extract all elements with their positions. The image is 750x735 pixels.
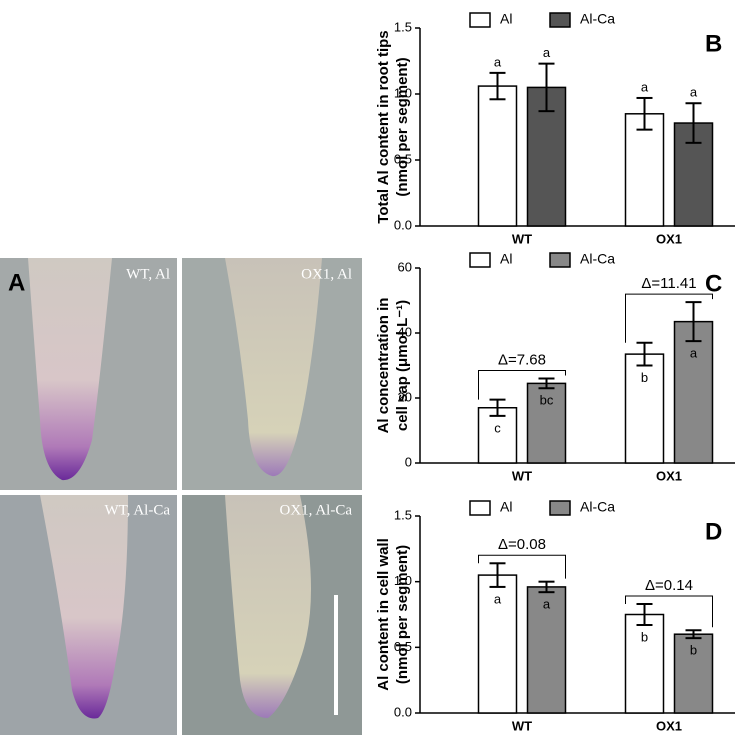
bar	[526, 382, 567, 464]
legend-swatch	[469, 500, 491, 516]
chart: 0.0 0.5 1.0 1.5 Al content in cell wall (nmol…	[375, 499, 735, 733]
y-tick-label: 1.0	[394, 573, 412, 588]
y-tick-label: 0.5	[394, 639, 412, 654]
y-axis-label: Al content in cell wall	[375, 538, 392, 691]
y-axis-label: (nmol per segment)	[394, 57, 411, 196]
legend-label: Al	[500, 251, 512, 267]
legend-label: Al-Ca	[580, 11, 615, 27]
significance-letter: a	[543, 45, 551, 60]
bar	[624, 353, 665, 464]
y-axis-label: (nmol per segment)	[394, 545, 411, 684]
x-tick-label: WT	[512, 718, 532, 733]
y-tick-label: 20	[398, 389, 412, 404]
significance-letter: a	[543, 597, 551, 612]
bar	[673, 320, 714, 464]
image-label: OX1, Al-Ca	[280, 502, 353, 518]
panel-a: A WT, Al OX1, Al WT, Al-Ca OX1, Al-Ca	[0, 258, 362, 735]
legend-swatch	[549, 252, 571, 268]
y-tick-label: 0.5	[394, 151, 412, 166]
significance-letter: b	[690, 643, 697, 658]
bar	[477, 407, 518, 464]
x-tick-label: WT	[512, 231, 532, 246]
legend-label: Al-Ca	[580, 251, 615, 267]
significance-letter: a	[494, 591, 502, 606]
significance-letter: bc	[540, 393, 554, 408]
y-tick-label: 40	[398, 324, 412, 339]
legend-label: Al	[500, 499, 512, 515]
delta-annotation: Δ=11.41	[641, 275, 696, 292]
significance-letter: a	[690, 85, 698, 100]
significance-letter: b	[641, 370, 648, 385]
legend-label: Al	[500, 11, 512, 27]
y-tick-label: 1.5	[394, 19, 412, 34]
panel-label: C	[705, 270, 722, 297]
panel-label: D	[705, 518, 722, 545]
significance-letter: a	[690, 346, 698, 361]
significance-letter: a	[641, 79, 649, 94]
legend-swatch	[469, 12, 491, 28]
legend-swatch	[469, 252, 491, 268]
significance-letter: b	[641, 629, 648, 644]
x-tick-label: WT	[512, 468, 532, 483]
legend-label: Al-Ca	[580, 499, 615, 515]
bar	[477, 85, 518, 227]
bar	[624, 113, 665, 227]
root	[225, 495, 311, 718]
image-label: WT, Al	[126, 266, 170, 282]
x-tick-label: OX1	[656, 468, 682, 483]
y-tick-label: 0.0	[394, 704, 412, 719]
y-tick-label: 0	[405, 454, 412, 469]
significance-letter: c	[494, 420, 501, 435]
image-label: WT, Al-Ca	[104, 502, 170, 518]
y-axis-label: Total Al content in root tips	[375, 30, 392, 223]
bar	[526, 586, 567, 714]
legend-swatch	[549, 12, 571, 28]
panel-label: B	[705, 30, 722, 57]
root	[40, 495, 128, 719]
bracket	[478, 554, 566, 579]
x-tick-label: OX1	[656, 231, 682, 246]
bar	[673, 633, 714, 714]
panel-label: A	[8, 269, 25, 296]
legend-swatch	[549, 500, 571, 516]
y-axis-label: cell sap (μmol L⁻¹)	[394, 300, 411, 431]
x-tick-label: OX1	[656, 718, 682, 733]
root	[28, 258, 112, 481]
y-axis-label: Al concentration in	[375, 298, 392, 434]
delta-annotation: Δ=0.08	[498, 536, 546, 553]
y-tick-label: 0.0	[394, 217, 412, 232]
chart: 0 20 40 60 Al concentration in cell sap (μmol…	[375, 251, 735, 483]
bracket	[478, 370, 566, 400]
significance-letter: a	[494, 54, 502, 69]
y-tick-label: 1.5	[394, 507, 412, 522]
bracket	[625, 595, 713, 628]
root	[225, 258, 322, 477]
y-tick-label: 60	[398, 259, 412, 274]
bar	[624, 613, 665, 714]
image-label: OX1, Al	[301, 266, 352, 282]
delta-annotation: Δ=0.14	[645, 577, 693, 594]
bracket	[625, 293, 713, 343]
y-tick-label: 1.0	[394, 85, 412, 100]
delta-annotation: Δ=7.68	[498, 351, 546, 368]
